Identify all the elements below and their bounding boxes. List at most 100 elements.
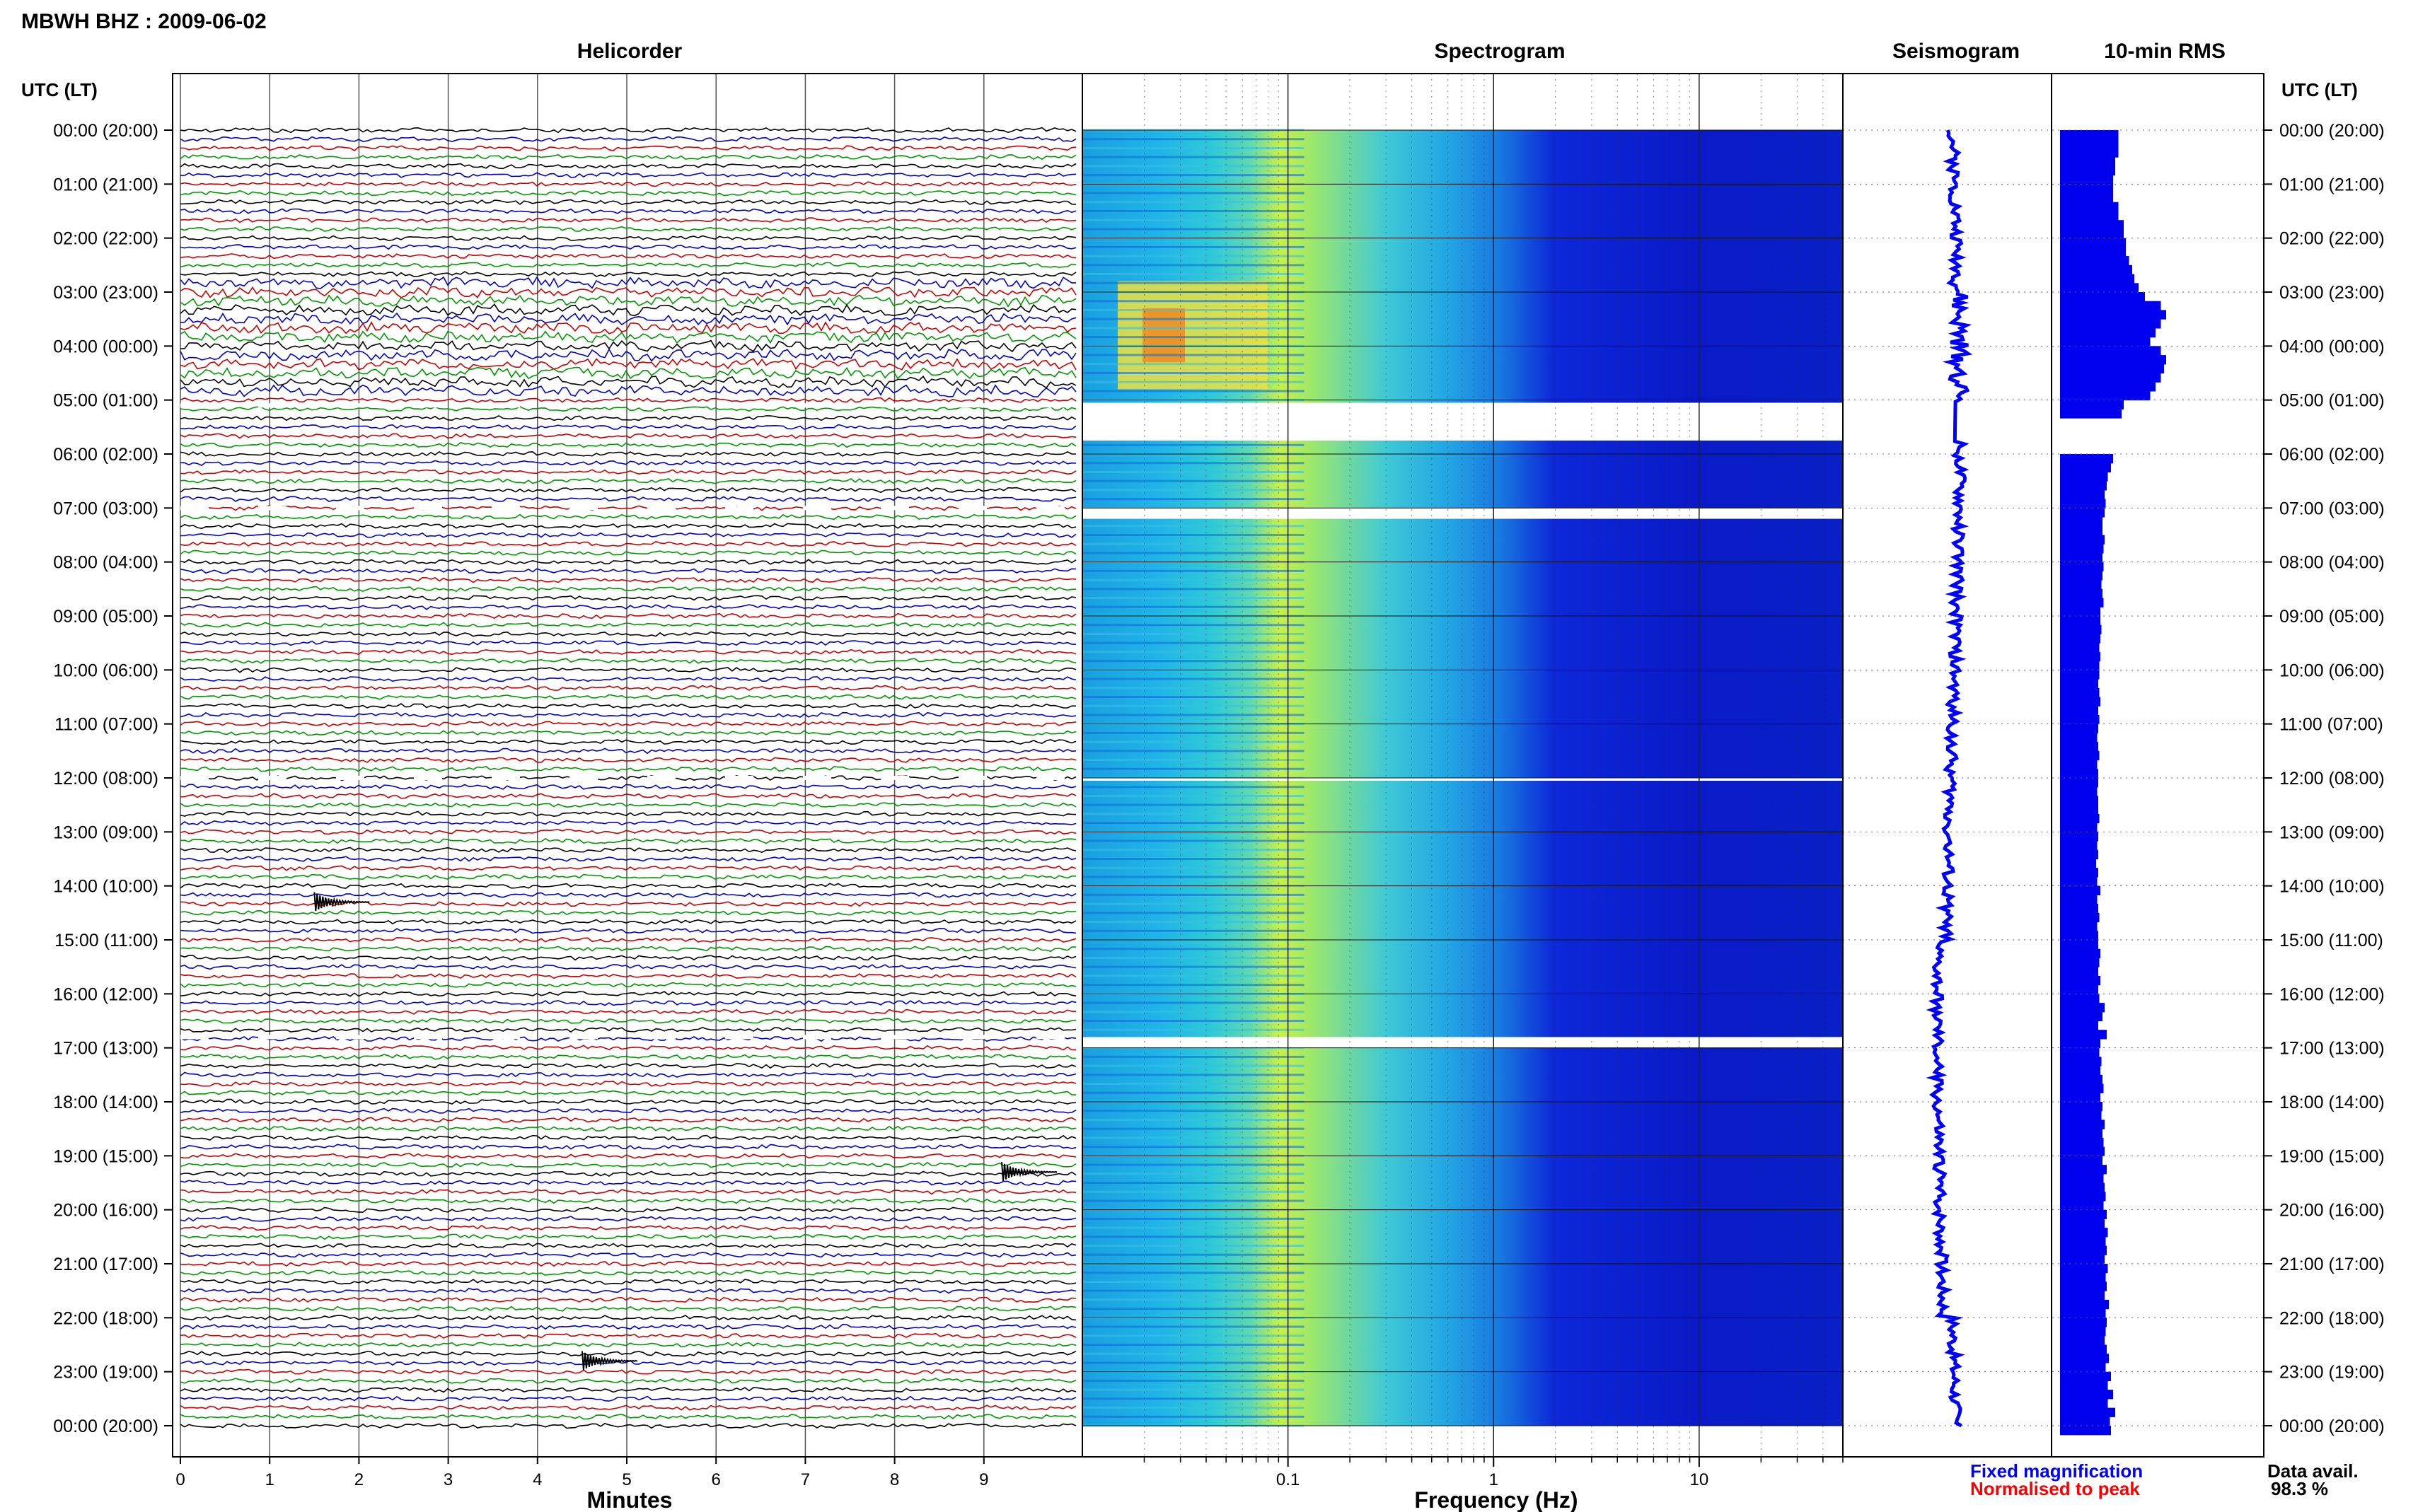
rms-bar <box>2060 1245 2107 1255</box>
hour-label-left: 11:00 (07:00) <box>54 715 158 735</box>
rms-bar <box>2060 822 2098 832</box>
helicorder-trace <box>180 190 1077 197</box>
rms-bar <box>2060 1120 2105 1129</box>
rms-bar <box>2060 687 2100 698</box>
rms-bar <box>2060 1417 2110 1426</box>
rms-bar <box>2060 400 2124 409</box>
helicorder-trace <box>180 487 1077 494</box>
spectrogram-gap <box>1082 778 1843 781</box>
spectrogram-gap <box>1082 1037 1843 1048</box>
helicorder-trace <box>180 348 1077 362</box>
helicorder-trace <box>180 784 1077 790</box>
hour-label-left: 14:00 (10:00) <box>53 877 158 897</box>
rms-bar <box>2060 346 2161 356</box>
rms-bar <box>2060 912 2100 923</box>
helicorder-trace <box>180 181 1077 187</box>
helicorder-trace <box>180 1332 1077 1339</box>
helicorder-trace <box>180 208 1077 214</box>
rms-bar <box>2060 750 2100 761</box>
helicorder-trace <box>180 505 1077 511</box>
helicorder-trace <box>180 730 1077 736</box>
helicorder-trace <box>180 847 1077 854</box>
rms-bar <box>2060 1255 2105 1264</box>
helicorder-trace <box>180 909 1077 916</box>
rms-bar <box>2060 778 2098 788</box>
rms-bar <box>2060 1165 2107 1175</box>
rms-bar <box>2060 274 2134 284</box>
rms-bar <box>2060 301 2161 310</box>
rms-bar <box>2060 390 2151 401</box>
rms-bar <box>2060 535 2105 545</box>
helicorder-trace <box>180 262 1077 268</box>
rms-bar <box>2060 373 2161 383</box>
time-label-left: UTC (LT) <box>21 79 98 100</box>
rms-bar <box>2060 489 2105 500</box>
rms-bar <box>2060 670 2100 680</box>
helicorder-trace <box>180 532 1077 538</box>
helicorder-trace <box>180 384 1077 397</box>
helicorder-trace <box>180 676 1077 682</box>
helicorder-trace <box>180 1018 1077 1024</box>
helicorder-trace <box>180 1107 1077 1114</box>
minute-tick-label: 0 <box>175 1470 185 1489</box>
helicorder-trace <box>180 955 1077 961</box>
helicorder-trace <box>180 927 1077 934</box>
helicorder-trace <box>180 820 1077 826</box>
helicorder-trace <box>180 460 1077 467</box>
rms-bar <box>2060 562 2104 571</box>
helicorder-trace <box>180 406 1077 412</box>
helicorder-trace <box>180 946 1076 953</box>
helicorder-trace <box>180 757 1077 763</box>
helicorder-trace <box>180 1368 1077 1375</box>
helicorder-trace <box>180 1386 1077 1393</box>
hour-label-right: 15:00 (11:00) <box>2279 931 2383 950</box>
helicorder-trace <box>180 864 1077 871</box>
helicorder-trace <box>180 721 1077 728</box>
helicorder-trace <box>180 1378 1077 1384</box>
rms-bar <box>2060 859 2096 868</box>
rms-bar <box>2060 876 2098 887</box>
rms-bar <box>2060 1264 2108 1274</box>
hour-label-left: 06:00 (02:00) <box>53 445 158 465</box>
seismogram-panel <box>1926 129 1973 1428</box>
helicorder-trace <box>180 964 1077 970</box>
helicorder-trace <box>180 1125 1077 1132</box>
hour-label-right: 12:00 (08:00) <box>2279 769 2385 789</box>
rms-bar <box>2060 723 2098 733</box>
rms-bar <box>2060 1047 2100 1057</box>
helicorder-trace <box>180 702 1077 709</box>
rms-bar <box>2060 885 2100 895</box>
helicorder-trace <box>180 172 1077 178</box>
hour-label-right: 10:00 (06:00) <box>2279 661 2385 680</box>
helicorder-trace <box>180 793 1077 799</box>
helicorder-trace <box>180 312 1077 326</box>
hour-label-left: 21:00 (17:00) <box>53 1255 158 1274</box>
hour-label-right: 19:00 (15:00) <box>2279 1146 2385 1166</box>
helicorder-trace <box>180 631 1077 637</box>
rms-bar <box>2060 904 2098 914</box>
minute-tick-label: 4 <box>533 1470 542 1489</box>
rms-bar <box>2060 1380 2108 1390</box>
hour-label-right: 09:00 (05:00) <box>2279 607 2385 627</box>
helicorder-trace <box>180 586 1077 593</box>
rms-bar <box>2060 958 2100 967</box>
minute-tick-label: 9 <box>979 1470 988 1489</box>
helicorder-trace <box>180 873 1076 880</box>
helicorder-trace <box>180 694 1077 700</box>
helicorder-trace <box>180 568 1077 574</box>
helicorder-trace <box>180 321 1077 335</box>
helicorder-trace <box>180 253 1077 260</box>
helicorder-trace <box>180 433 1077 439</box>
rms-bar <box>2060 1030 2107 1040</box>
rms-bar <box>2060 1038 2100 1049</box>
helicorder-trace <box>180 1395 1077 1402</box>
rms-bar <box>2060 552 2102 563</box>
helicorder-trace <box>180 154 1077 161</box>
time-label-right: UTC (LT) <box>2281 79 2358 100</box>
rms-bar <box>2060 1344 2107 1354</box>
rms-bar <box>2060 841 2098 851</box>
panel-frames <box>172 73 2264 1458</box>
rms-bar <box>2060 921 2098 931</box>
rms-bar <box>2060 1083 2104 1093</box>
helicorder-trace <box>180 1224 1077 1231</box>
